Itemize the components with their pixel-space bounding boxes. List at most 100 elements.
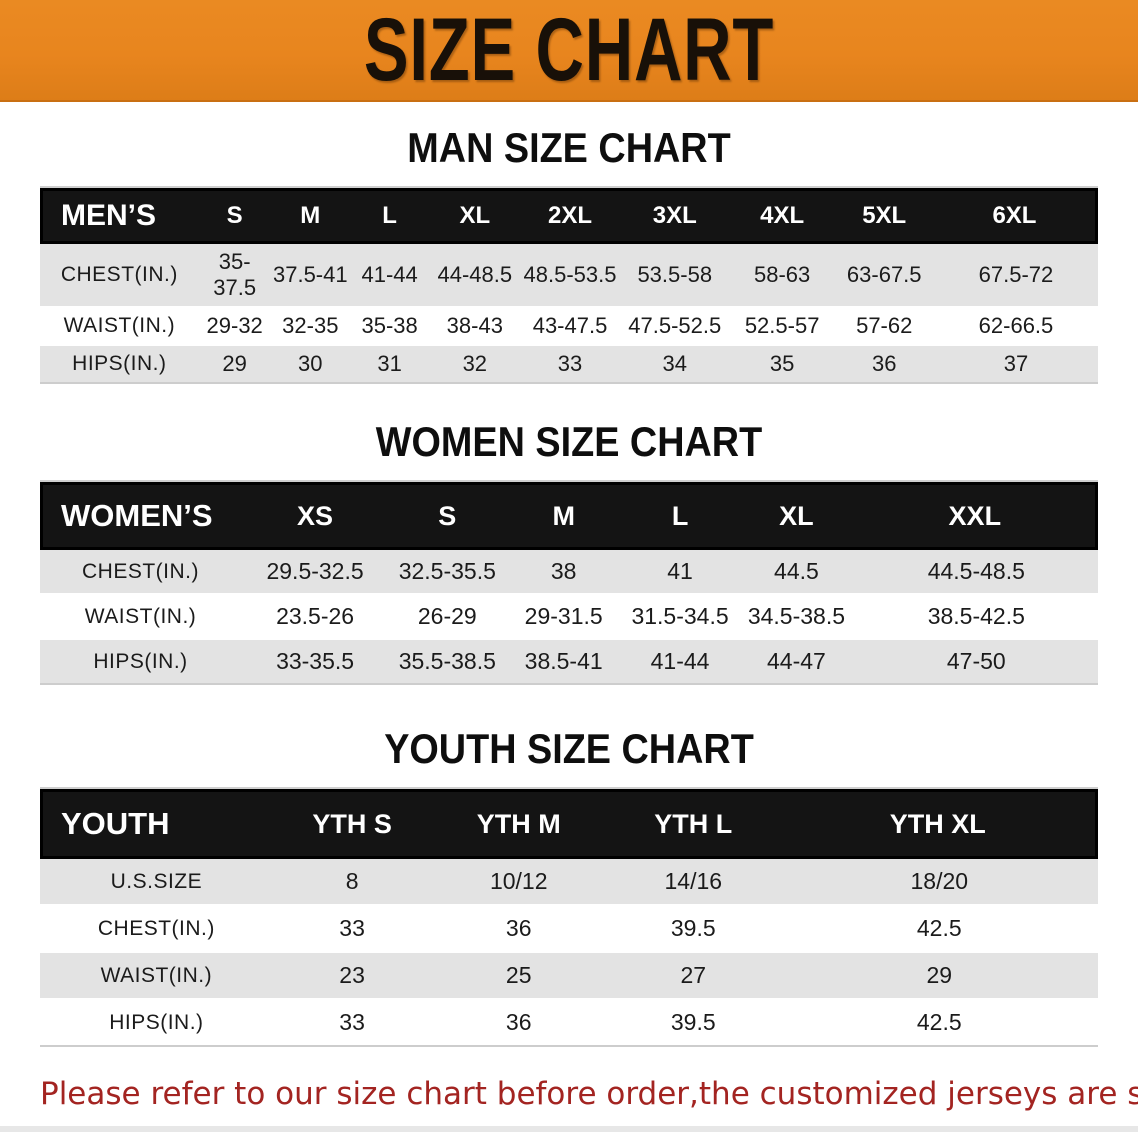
table-row: CHEST(IN.) 33 36 39.5 42.5 xyxy=(40,906,1098,953)
size-column-header: 5XL xyxy=(834,188,934,244)
size-column-header: 6XL xyxy=(933,188,1098,244)
row-label-cell: U.S.SIZE xyxy=(40,859,273,906)
value-cell: 31.5-34.5 xyxy=(621,595,739,640)
value-cell: 57-62 xyxy=(834,308,934,346)
value-cell: 32.5-35.5 xyxy=(389,550,506,595)
value-cell: 43-47.5 xyxy=(520,308,620,346)
value-cell: 30 xyxy=(270,346,350,384)
size-column-header: XS xyxy=(241,482,390,550)
table-row: CHEST(IN.) 29.5-32.5 32.5-35.5 38 41 44.5 44.5… xyxy=(40,550,1098,595)
value-cell: 36 xyxy=(431,906,606,953)
value-cell: 41-44 xyxy=(349,244,430,308)
value-cell: 44.5 xyxy=(738,550,855,595)
row-label-cell: WAIST(IN.) xyxy=(40,595,242,640)
size-column-header: YTH M xyxy=(431,789,606,859)
men-size-table: MEN’S S M L XL 2XL 3XL 4XL 5XL 6XL CHEST(IN.) 35-37… xyxy=(40,188,1098,384)
size-column-header: XL xyxy=(429,188,521,244)
value-cell: 18/20 xyxy=(780,859,1098,906)
value-cell: 48.5-53.5 xyxy=(520,244,620,308)
table-header-row: WOMEN’S XS S M L XL XXL xyxy=(40,482,1098,550)
value-cell: 38.5-42.5 xyxy=(854,595,1098,640)
footer-line-1: Please refer to our size chart before or… xyxy=(40,1076,1138,1112)
value-cell: 14/16 xyxy=(606,859,781,906)
value-cell: 67.5-72 xyxy=(933,244,1098,308)
table-row: HIPS(IN.) 33-35.5 35.5-38.5 38.5-41 41-44 44-… xyxy=(40,640,1098,685)
value-cell: 32-35 xyxy=(270,308,350,346)
table-row: U.S.SIZE 8 10/12 14/16 18/20 xyxy=(40,859,1098,906)
section-title-men: MAN SIZE CHART xyxy=(407,124,731,171)
value-cell: 33 xyxy=(272,1000,432,1047)
table-corner-label: MEN’S xyxy=(40,188,199,244)
value-cell: 29 xyxy=(780,953,1098,1000)
value-cell: 35 xyxy=(729,346,835,384)
row-label-cell: CHEST(IN.) xyxy=(40,244,199,308)
value-cell: 53.5-58 xyxy=(619,244,730,308)
size-column-header: L xyxy=(349,188,430,244)
size-column-header: 2XL xyxy=(520,188,620,244)
size-column-header: L xyxy=(621,482,739,550)
value-cell: 41-44 xyxy=(621,640,739,685)
value-cell: 37.5-41 xyxy=(270,244,350,308)
footer-disclaimer: Please refer to our size chart before or… xyxy=(40,1071,1138,1132)
row-label-cell: CHEST(IN.) xyxy=(40,550,242,595)
table-row: WAIST(IN.) 29-32 32-35 35-38 38-43 43-47.5 47.… xyxy=(40,308,1098,346)
value-cell: 34 xyxy=(619,346,730,384)
value-cell: 58-63 xyxy=(729,244,835,308)
value-cell: 8 xyxy=(272,859,432,906)
value-cell: 25 xyxy=(431,953,606,1000)
value-cell: 35.5-38.5 xyxy=(389,640,506,685)
value-cell: 41 xyxy=(621,550,739,595)
table-header-row: YOUTH YTH S YTH M YTH L YTH XL xyxy=(40,789,1098,859)
value-cell: 39.5 xyxy=(606,1000,781,1047)
row-label-cell: HIPS(IN.) xyxy=(40,1000,273,1047)
value-cell: 36 xyxy=(431,1000,606,1047)
table-row: WAIST(IN.) 23 25 27 29 xyxy=(40,953,1098,1000)
row-label-cell: CHEST(IN.) xyxy=(40,906,273,953)
size-column-header: XXL xyxy=(854,482,1098,550)
value-cell: 44-47 xyxy=(738,640,855,685)
value-cell: 34.5-38.5 xyxy=(738,595,855,640)
size-column-header: XL xyxy=(738,482,855,550)
size-column-header: 3XL xyxy=(619,188,730,244)
value-cell: 29-31.5 xyxy=(505,595,622,640)
table-row: HIPS(IN.) 33 36 39.5 42.5 xyxy=(40,1000,1098,1047)
value-cell: 35-37.5 xyxy=(198,244,271,308)
row-label-cell: HIPS(IN.) xyxy=(40,640,242,685)
size-column-header: YTH L xyxy=(606,789,781,859)
women-size-table: WOMEN’S XS S M L XL XXL CHEST(IN.) 29.5-32.5 32.5… xyxy=(40,482,1098,685)
youth-size-table: YOUTH YTH S YTH M YTH L YTH XL U.S.SIZE 8 10/12… xyxy=(40,789,1098,1047)
value-cell: 33-35.5 xyxy=(241,640,390,685)
value-cell: 10/12 xyxy=(431,859,606,906)
table-header-row: MEN’S S M L XL 2XL 3XL 4XL 5XL 6XL xyxy=(40,188,1098,244)
size-column-header: YTH XL xyxy=(780,789,1098,859)
size-column-header: M xyxy=(505,482,622,550)
value-cell: 29 xyxy=(198,346,271,384)
value-cell: 23 xyxy=(272,953,432,1000)
value-cell: 29-32 xyxy=(198,308,271,346)
value-cell: 38.5-41 xyxy=(505,640,622,685)
row-label-cell: WAIST(IN.) xyxy=(40,953,273,1000)
size-column-header: YTH S xyxy=(272,789,432,859)
section-title-women: WOMEN SIZE CHART xyxy=(375,418,763,465)
bottom-edge-strip xyxy=(0,1126,1138,1132)
table-row: WAIST(IN.) 23.5-26 26-29 29-31.5 31.5-34.5 34… xyxy=(40,595,1098,640)
value-cell: 63-67.5 xyxy=(834,244,934,308)
value-cell: 44.5-48.5 xyxy=(854,550,1098,595)
value-cell: 26-29 xyxy=(389,595,506,640)
value-cell: 37 xyxy=(933,346,1098,384)
size-column-header: M xyxy=(270,188,350,244)
size-column-header: S xyxy=(198,188,271,244)
row-label-cell: HIPS(IN.) xyxy=(40,346,199,384)
section-title-youth: YOUTH SIZE CHART xyxy=(384,725,754,772)
table-row: HIPS(IN.) 29 30 31 32 33 34 35 36 37 xyxy=(40,346,1098,384)
banner: SIZE CHART xyxy=(0,0,1138,100)
size-column-header: 4XL xyxy=(729,188,835,244)
value-cell: 39.5 xyxy=(606,906,781,953)
value-cell: 35-38 xyxy=(349,308,430,346)
value-cell: 38 xyxy=(505,550,622,595)
value-cell: 38-43 xyxy=(429,308,521,346)
table-row: CHEST(IN.) 35-37.5 37.5-41 41-44 44-48.5 48.5… xyxy=(40,244,1098,308)
value-cell: 29.5-32.5 xyxy=(241,550,390,595)
table-corner-label: YOUTH xyxy=(40,789,273,859)
